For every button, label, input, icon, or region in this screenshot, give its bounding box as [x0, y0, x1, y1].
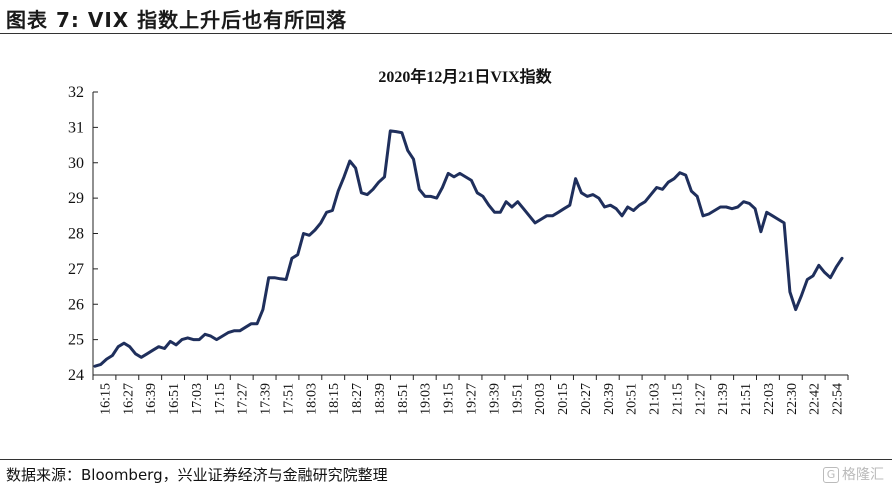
x-tick-label: 16:39 [144, 383, 159, 415]
x-tick-label: 20:15 [556, 383, 571, 415]
x-tick-label: 22:42 [808, 383, 823, 415]
x-tick-label: 16:15 [98, 383, 113, 415]
x-tick-label: 17:51 [281, 383, 296, 415]
x-tick-label: 17:39 [259, 383, 274, 415]
source-note: 数据来源：Bloomberg，兴业证券经济与金融研究院整理 [6, 466, 388, 484]
x-tick-label: 21:39 [716, 383, 731, 415]
x-tick-label: 21:15 [670, 383, 685, 415]
y-tick-label: 28 [68, 226, 84, 243]
x-tick-label: 21:27 [693, 383, 708, 415]
x-tick-label: 20:39 [602, 383, 617, 415]
figure-title: 图表 7: VIX 指数上升后也有所回落 [6, 8, 348, 32]
x-tick-label: 18:03 [304, 383, 319, 415]
x-tick-label: 20:03 [533, 383, 548, 415]
x-tick-label: 16:27 [121, 383, 136, 415]
y-tick-label: 32 [68, 84, 84, 101]
x-tick-label: 22:30 [785, 383, 800, 415]
vix-series-line [93, 129, 844, 368]
x-tick-label: 19:15 [442, 383, 457, 415]
x-tick-label: 18:27 [350, 383, 365, 415]
y-tick-label: 26 [68, 296, 84, 313]
bottom-rule [0, 459, 892, 460]
x-tick-label: 17:03 [190, 383, 205, 415]
top-rule [0, 33, 892, 34]
x-tick-label: 22:54 [831, 383, 846, 415]
x-tick-label: 20:27 [579, 383, 594, 415]
x-tick-label: 21:03 [648, 383, 663, 415]
plot-area [93, 129, 844, 368]
x-tick-label: 19:03 [419, 383, 434, 415]
x-tick-label: 19:27 [465, 383, 480, 415]
y-tick-label: 29 [68, 190, 84, 207]
x-tick-label: 19:39 [487, 383, 502, 415]
chart-title: 2020年12月21日VIX指数 [378, 67, 552, 86]
chart-axes: 24 25 26 27 28 29 30 31 32 16:15 16:27 16:39 16:51 17… [68, 84, 849, 415]
watermark-logo-icon: G [823, 467, 839, 483]
x-tick-label: 19:51 [510, 383, 525, 415]
x-tick-label: 18:51 [396, 383, 411, 415]
watermark: G 格隆汇 [823, 464, 884, 484]
x-tick-label: 21:51 [739, 383, 754, 415]
y-tick-label: 30 [68, 155, 84, 172]
y-tick-label: 25 [68, 332, 84, 349]
x-tick-label: 17:27 [236, 383, 251, 415]
x-tick-label: 16:51 [167, 383, 182, 415]
x-tick-label: 20:51 [625, 383, 640, 415]
x-tick-label: 22:03 [762, 383, 777, 415]
x-tick-label: 17:15 [213, 383, 228, 415]
y-tick-label: 24 [68, 367, 84, 384]
x-tick-label: 18:15 [327, 383, 342, 415]
y-tick-label: 31 [68, 119, 84, 136]
y-tick-label: 27 [68, 261, 84, 278]
watermark-text: 格隆汇 [842, 467, 884, 483]
x-tick-label: 18:39 [373, 383, 388, 415]
